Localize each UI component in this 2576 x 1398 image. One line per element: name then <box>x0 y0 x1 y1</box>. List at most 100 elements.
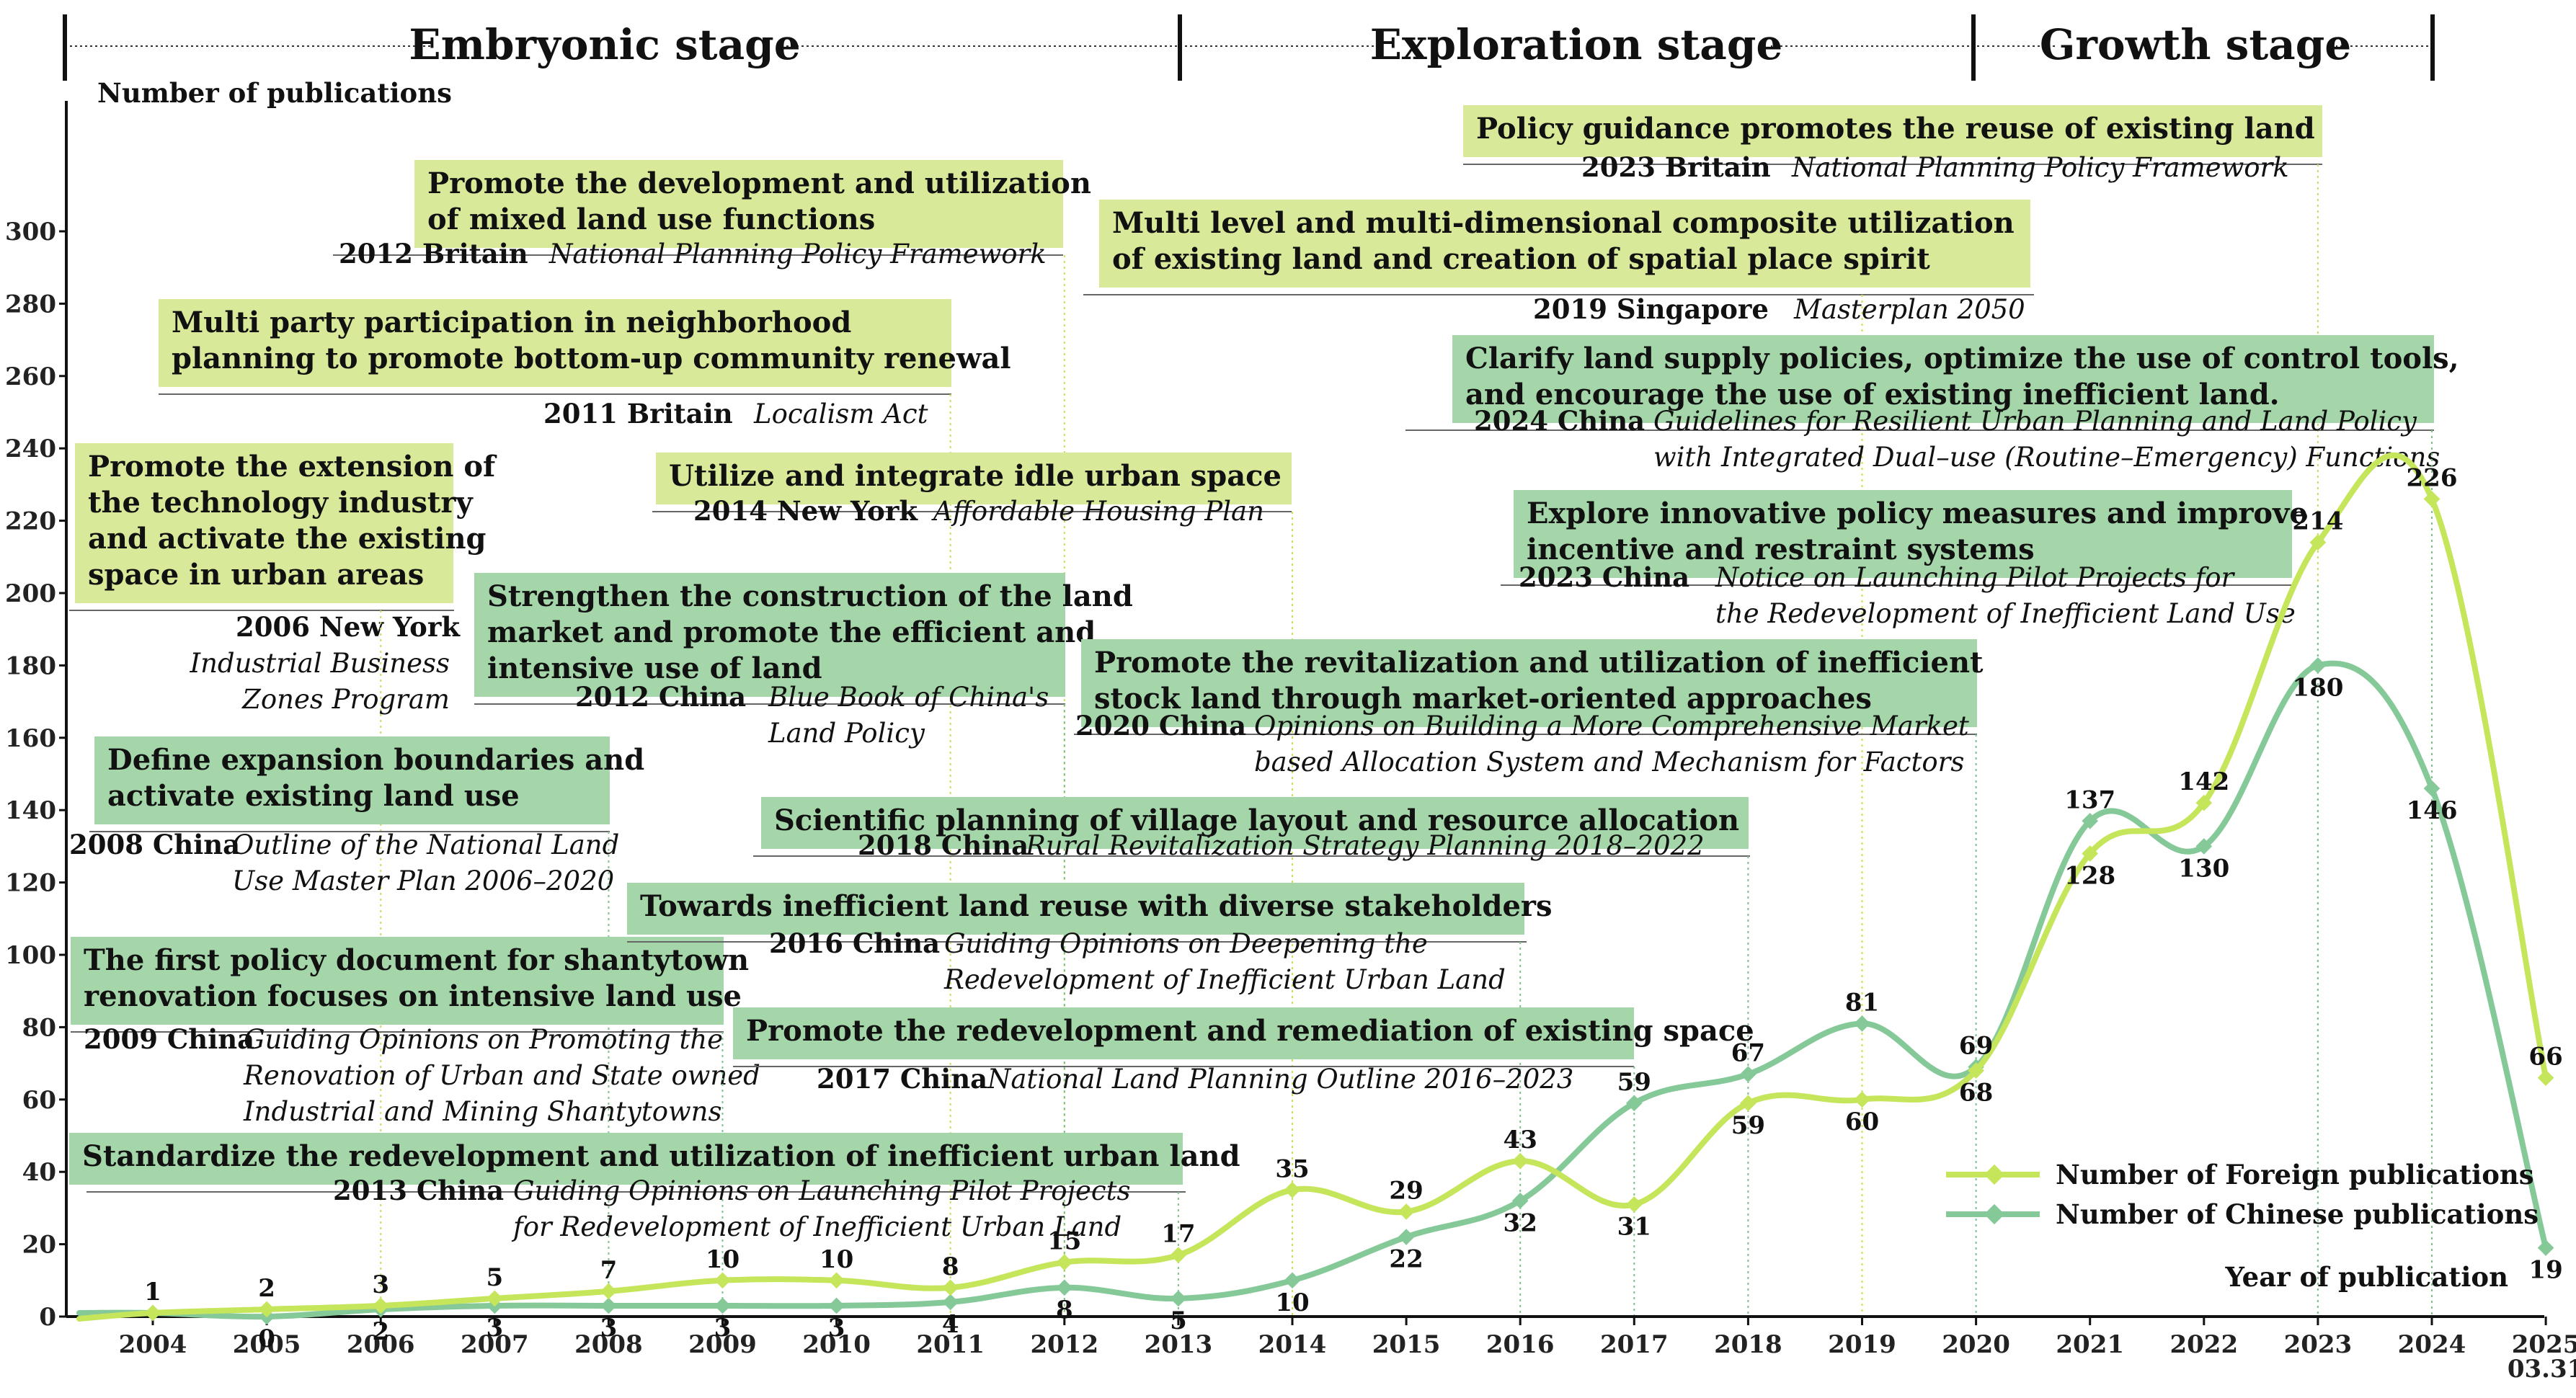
chinese-value-label: 69 <box>1959 1032 1993 1061</box>
policy-annotation: Standardize the redevelopment and utiliz… <box>69 1133 1240 1317</box>
annotation-year-country: 2020 China <box>1075 710 1246 742</box>
legend-label: Number of Foreign publications <box>2056 1159 2534 1190</box>
x-tick-label: 2023 <box>2284 1330 2353 1359</box>
annotation-title: of existing land and creation of spatial… <box>1112 242 1930 276</box>
annotation-box <box>733 1007 1634 1059</box>
chinese-value-label: 146 <box>2407 796 2458 825</box>
foreign-point <box>1740 1095 1756 1112</box>
foreign-point <box>1170 1247 1187 1263</box>
foreign-point <box>1398 1203 1415 1220</box>
policy-annotation: Multi party participation in neighborhoo… <box>159 299 1011 1317</box>
annotation-document: Guiding Opinions on Launching Pilot Proj… <box>513 1175 1130 1206</box>
x-tick-label: 2014 <box>1258 1330 1327 1359</box>
annotation-title: Scientific planning of village layout an… <box>774 803 1739 837</box>
y-tick-label: 280 <box>5 290 56 319</box>
chinese-point <box>2195 838 2213 855</box>
x-tick-label: 2009 <box>688 1330 757 1359</box>
stage-label-bg <box>2055 22 2336 69</box>
foreign-value-label: 60 <box>1845 1108 1879 1136</box>
annotation-title: intensive use of land <box>487 651 822 685</box>
annotation-title: Explore innovative policy measures and i… <box>1527 497 2308 530</box>
annotation-year-country: 2013 China <box>333 1175 504 1206</box>
foreign-value-label: 29 <box>1389 1176 1423 1205</box>
x-tick-label: 2012 <box>1030 1330 1098 1359</box>
foreign-value-label: 214 <box>2292 507 2343 536</box>
annotation-document: Redevelopment of Inefficient Urban Land <box>943 964 1506 995</box>
annotation-box <box>474 573 1065 697</box>
annotation-document: National Planning Policy Framework <box>1791 152 2289 183</box>
annotation-box <box>1099 200 2030 288</box>
chinese-value-label: 2 <box>372 1317 389 1346</box>
x-tick-label: 2011 <box>916 1330 985 1359</box>
y-tick-label: 260 <box>5 362 56 391</box>
foreign-point <box>942 1279 959 1296</box>
chinese-point <box>1740 1066 1756 1082</box>
foreign-value-label: 10 <box>706 1245 740 1274</box>
foreign-point <box>2309 534 2327 551</box>
chinese-point <box>2082 812 2099 829</box>
chinese-value-label: 4 <box>942 1310 959 1339</box>
annotation-title: stock land through market-oriented appro… <box>1094 682 1872 716</box>
stage-bar: Embryonic stage Exploration stage Growth s… <box>63 14 2435 81</box>
annotation-box <box>75 443 453 603</box>
policy-annotations: Promote the development and utilizationo… <box>69 105 2459 1317</box>
policy-annotation: Promote the revitalization and utilizati… <box>1074 639 1984 1317</box>
annotation-document: Guiding Opinions on Deepening the <box>944 928 1428 959</box>
annotation-box <box>1452 335 2434 423</box>
annotation-document: Masterplan 2050 <box>1793 294 2025 325</box>
foreign-point <box>258 1301 275 1318</box>
annotation-document: Land Policy <box>768 718 925 749</box>
foreign-value-label: 2 <box>258 1274 275 1303</box>
y-tick-label: 220 <box>5 507 56 536</box>
foreign-value-label: 128 <box>2064 861 2115 890</box>
legend-item: Number of Foreign publications <box>1946 1159 2534 1190</box>
chinese-value-label: 3 <box>714 1314 732 1343</box>
annotation-title: planning to promote bottom-up community … <box>172 342 1011 375</box>
annotation-title: Promote the extension of <box>88 450 497 484</box>
chinese-value-label: 180 <box>2292 673 2343 702</box>
annotation-document: based Allocation System and Mechanism fo… <box>1254 747 1964 778</box>
annotation-document: Use Master Plan 2006–2020 <box>232 865 614 896</box>
policy-annotation: Define expansion boundaries andactivate … <box>69 736 644 1317</box>
annotation-title: renovation focuses on intensive land use <box>84 979 742 1013</box>
foreign-point <box>1511 1152 1529 1170</box>
foreign-point <box>828 1272 845 1289</box>
chinese-point <box>1398 1229 1415 1245</box>
foreign-value-label: 15 <box>1047 1227 1081 1256</box>
chinese-point <box>2423 780 2440 797</box>
chinese-value-label: 130 <box>2178 854 2229 883</box>
foreign-value-label: 226 <box>2407 463 2458 492</box>
policy-annotation: Strengthen the construction of the landm… <box>474 573 1133 1317</box>
y-tick-label: 80 <box>22 1013 56 1042</box>
foreign-point <box>2082 845 2099 862</box>
annotation-box <box>159 299 951 387</box>
annotation-title: Promote the redevelopment and remediatio… <box>746 1014 1754 1048</box>
annotation-year-country: 2008 China <box>69 829 240 860</box>
annotation-title: Define expansion boundaries and <box>107 743 644 777</box>
y-tick-label: 200 <box>5 579 56 608</box>
annotation-title: The first policy document for shantytown <box>84 943 749 977</box>
x-tick-label: 2008 <box>574 1330 643 1359</box>
chinese-value-label: 3 <box>600 1314 618 1343</box>
x-tick-label: 2004 <box>119 1330 187 1359</box>
annotation-title: Multi level and multi-dimensional compos… <box>1112 206 2015 240</box>
annotation-title: Standardize the redevelopment and utiliz… <box>82 1139 1240 1173</box>
annotation-year-country: 2024 China <box>1474 405 1645 437</box>
annotation-year-country: 2018 China <box>858 829 1029 861</box>
foreign-value-label: 8 <box>942 1252 959 1281</box>
chinese-value-label: 0 <box>258 1324 275 1353</box>
foreign-value-label: 10 <box>820 1245 853 1274</box>
annotation-title: activate existing land use <box>107 779 520 813</box>
chinese-series-line <box>76 660 2549 1320</box>
legend-swatch-marker <box>1984 1203 2005 1225</box>
x-tick-label: 2022 <box>2169 1330 2238 1359</box>
stage-label-bg <box>432 22 778 69</box>
foreign-value-label: 68 <box>1959 1079 1993 1108</box>
foreign-point <box>1625 1196 1643 1213</box>
annotation-title: space in urban areas <box>88 558 424 592</box>
annotation-year-country: 2012 China <box>575 681 746 713</box>
annotation-box <box>627 883 1524 935</box>
y-tick-label: 120 <box>5 869 56 898</box>
annotation-document: Opinions on Building a More Comprehensiv… <box>1254 711 1969 742</box>
